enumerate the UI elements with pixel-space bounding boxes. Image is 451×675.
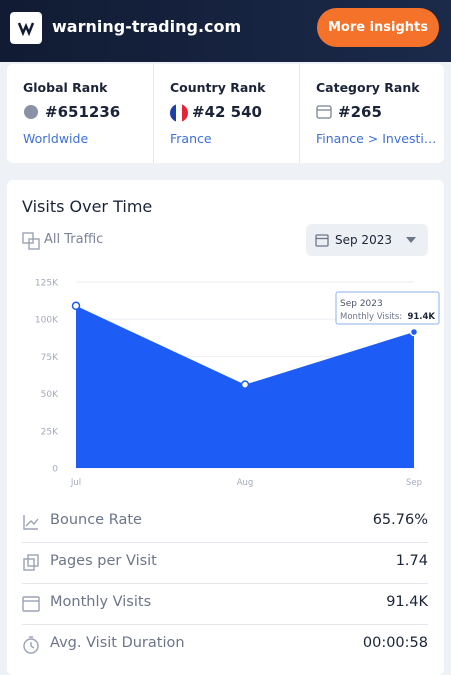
section-title: Visits Over Time: [22, 197, 153, 216]
data-point: [71, 301, 81, 311]
metric-row: Monthly Visits 91.4K: [22, 583, 428, 625]
rank-value: #42 540: [192, 103, 262, 121]
rank-category: Category Rank #265 Finance > Investi…: [299, 64, 446, 163]
metric-value: 00:00:58: [362, 635, 428, 651]
data-point: [240, 380, 250, 389]
metric-row: Pages per Visit 1.74: [22, 542, 428, 584]
metric-label: Pages per Visit: [50, 553, 157, 569]
dropdown-caret: [406, 237, 416, 243]
site-name: warning-trading.com: [52, 17, 242, 36]
site-logo: [10, 12, 42, 44]
rank-value: #651236: [45, 103, 121, 121]
tooltip-title: Sep 2023: [340, 299, 383, 309]
rank-card: Global Rank #651236 Worldwide Country Ra…: [7, 64, 444, 163]
rank-sub[interactable]: Finance > Investi…: [316, 131, 437, 146]
tooltip-label: Monthly Visits:: [340, 312, 402, 322]
data-point: [409, 327, 419, 337]
y-tick-label: 25K: [41, 427, 59, 437]
metric-label: Bounce Rate: [50, 512, 142, 528]
rank-label: Country Rank: [170, 80, 266, 95]
more-insights-button[interactable]: More insights: [317, 8, 439, 47]
rank-country: Country Rank #42 540 France: [153, 64, 300, 163]
y-tick-label: 100K: [35, 316, 59, 326]
flag-icon: [170, 104, 188, 122]
y-tick-label: 50K: [41, 390, 59, 400]
traffic-filter[interactable]: All Traffic: [44, 232, 104, 247]
rank-label: Category Rank: [316, 80, 420, 95]
x-tick-label: Aug: [237, 478, 254, 488]
header: warning-trading.com More insights: [0, 0, 451, 62]
rank-global: Global Rank #651236 Worldwide: [7, 64, 153, 163]
metric-row: Avg. Visit Duration 00:00:58: [22, 624, 428, 665]
visits-card: Visits Over Time All Traffic Sep 2023 0 2…: [7, 180, 444, 675]
traffic-icon: [22, 232, 40, 250]
metric-icon: [23, 515, 39, 530]
metric-value: 1.74: [395, 553, 428, 569]
metric-value: 65.76%: [372, 512, 428, 528]
metric-icon: [23, 554, 39, 571]
y-tick-label: 125K: [35, 279, 59, 289]
metric-icon: [23, 636, 39, 654]
tooltip: [335, 291, 440, 325]
category-icon: [316, 105, 332, 119]
rank-value: #265: [338, 103, 382, 121]
globe-icon: [24, 105, 38, 119]
tooltip-value: 91.4K: [407, 312, 435, 322]
calendar-icon: [315, 234, 329, 247]
x-tick-label: Sep: [406, 478, 422, 488]
y-tick-label: 0: [52, 465, 58, 475]
visits-chart: 0 25K 50K 75K 100K 125K Jul Aug Sep Sep 2023 Month…: [35, 279, 440, 488]
rank-sub[interactable]: France: [170, 131, 212, 146]
metric-value: 91.4K: [386, 594, 428, 610]
metric-icon: [22, 596, 40, 612]
rank-label: Global Rank: [23, 80, 108, 95]
metric-label: Avg. Visit Duration: [50, 635, 185, 651]
metric-label: Monthly Visits: [50, 594, 152, 610]
date-label: Sep 2023: [335, 233, 392, 247]
rank-sub[interactable]: Worldwide: [23, 131, 89, 146]
metric-row: Bounce Rate 65.76%: [22, 501, 428, 543]
x-tick-label: Jul: [70, 478, 81, 488]
y-tick-label: 75K: [41, 353, 59, 363]
date-dropdown[interactable]: Sep 2023: [306, 224, 428, 256]
